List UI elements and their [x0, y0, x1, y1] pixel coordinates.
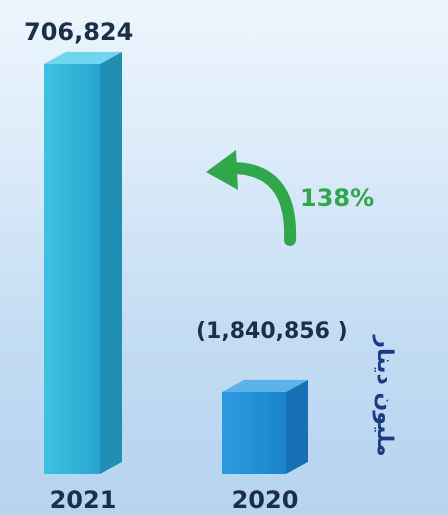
- bar-2020-top: [222, 379, 308, 392]
- bar-2021: [44, 64, 100, 474]
- arrow-head-icon: [206, 150, 238, 190]
- bar-2020-side: [286, 379, 308, 474]
- unit-label: مليون دينار: [372, 334, 397, 456]
- bar-2020: [222, 392, 286, 474]
- curved-arrow-icon: [226, 162, 297, 246]
- category-label-2021: 2021: [50, 486, 117, 514]
- value-label-2020: (1,840,856 ): [196, 319, 348, 344]
- category-label-2020: 2020: [232, 486, 299, 514]
- bar-2021-top: [44, 51, 122, 64]
- bar-2021-side: [100, 51, 122, 475]
- percent-annotation: 138%: [300, 184, 374, 212]
- value-label-2021: 706,824: [24, 18, 133, 46]
